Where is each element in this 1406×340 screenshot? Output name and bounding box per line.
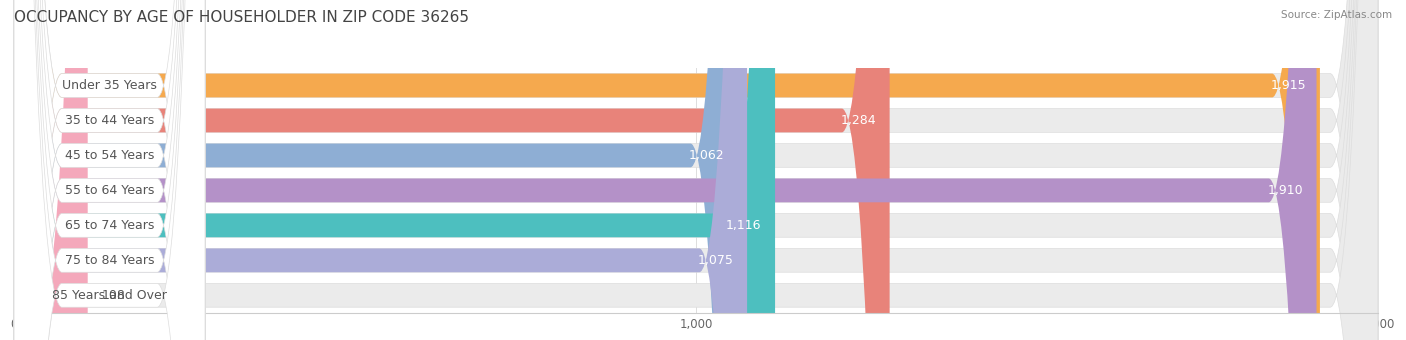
FancyBboxPatch shape: [14, 0, 205, 340]
FancyBboxPatch shape: [14, 0, 1378, 340]
Text: OCCUPANCY BY AGE OF HOUSEHOLDER IN ZIP CODE 36265: OCCUPANCY BY AGE OF HOUSEHOLDER IN ZIP C…: [14, 10, 470, 25]
FancyBboxPatch shape: [14, 0, 1378, 340]
Text: 45 to 54 Years: 45 to 54 Years: [65, 149, 155, 162]
Text: 1,284: 1,284: [841, 114, 876, 127]
FancyBboxPatch shape: [14, 0, 205, 340]
FancyBboxPatch shape: [14, 0, 1378, 340]
FancyBboxPatch shape: [14, 0, 1316, 340]
Text: 1,915: 1,915: [1271, 79, 1306, 92]
Text: 55 to 64 Years: 55 to 64 Years: [65, 184, 155, 197]
Text: Under 35 Years: Under 35 Years: [62, 79, 157, 92]
FancyBboxPatch shape: [14, 0, 1378, 340]
Text: 1,116: 1,116: [725, 219, 762, 232]
FancyBboxPatch shape: [14, 0, 205, 340]
Text: 1,062: 1,062: [689, 149, 724, 162]
Text: 35 to 44 Years: 35 to 44 Years: [65, 114, 155, 127]
FancyBboxPatch shape: [14, 0, 747, 340]
FancyBboxPatch shape: [14, 0, 1320, 340]
Text: 75 to 84 Years: 75 to 84 Years: [65, 254, 155, 267]
FancyBboxPatch shape: [14, 0, 205, 340]
FancyBboxPatch shape: [14, 0, 738, 340]
FancyBboxPatch shape: [14, 0, 775, 340]
Text: 1,075: 1,075: [697, 254, 734, 267]
FancyBboxPatch shape: [14, 0, 1378, 340]
FancyBboxPatch shape: [14, 0, 205, 340]
Text: Source: ZipAtlas.com: Source: ZipAtlas.com: [1281, 10, 1392, 20]
FancyBboxPatch shape: [14, 0, 890, 340]
Text: 1,910: 1,910: [1267, 184, 1303, 197]
FancyBboxPatch shape: [14, 0, 1378, 340]
FancyBboxPatch shape: [14, 0, 205, 340]
FancyBboxPatch shape: [14, 0, 205, 340]
Text: 108: 108: [101, 289, 125, 302]
Text: 65 to 74 Years: 65 to 74 Years: [65, 219, 155, 232]
Text: 85 Years and Over: 85 Years and Over: [52, 289, 167, 302]
FancyBboxPatch shape: [14, 0, 87, 340]
FancyBboxPatch shape: [14, 0, 1378, 340]
